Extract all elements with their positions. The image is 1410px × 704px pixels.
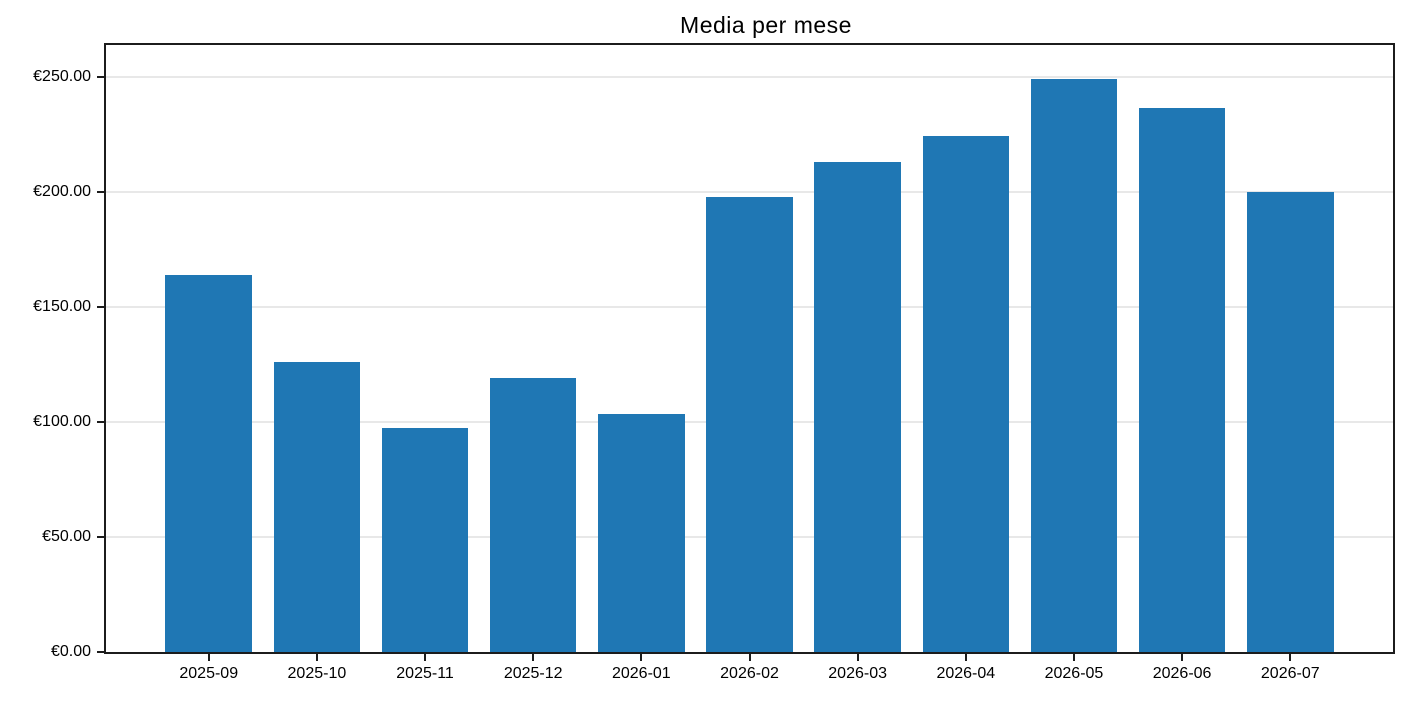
x-tick-label: 2026-02 (720, 665, 779, 682)
x-tick-label: 2025-12 (503, 665, 563, 682)
bar (1246, 191, 1334, 652)
x-tick-mark (424, 654, 427, 661)
x-tick-label: 2026-06 (1152, 665, 1212, 682)
x-tick-mark (856, 654, 859, 661)
y-tick-mark (97, 420, 104, 423)
y-tick-label: €50.00 (42, 527, 91, 545)
x-tick-mark (315, 654, 318, 661)
y-tick-label: €200.00 (33, 182, 91, 200)
x-tick-mark (640, 654, 643, 661)
bar (1138, 107, 1226, 652)
y-tick-mark (97, 305, 104, 308)
bar (165, 275, 252, 652)
y-tick-mark (97, 75, 104, 78)
bar (922, 136, 1010, 652)
x-tick-mark (1289, 654, 1292, 661)
y-tick-mark (97, 535, 104, 538)
x-tick-label: 2026-05 (1044, 665, 1104, 682)
x-tick-label: 2025-11 (396, 665, 454, 682)
y-tick-label: €250.00 (33, 67, 91, 85)
y-tick-label: €150.00 (33, 297, 91, 315)
x-tick-mark (964, 654, 967, 661)
plot-area (104, 43, 1395, 654)
y-tick-label: €100.00 (33, 412, 91, 430)
bar (381, 428, 469, 652)
bar (273, 361, 361, 652)
y-tick-mark (97, 651, 104, 653)
x-tick-label: 2026-01 (611, 665, 671, 682)
chart-title: Media per mese (680, 12, 852, 38)
gridline (106, 190, 1393, 193)
x-tick-label: 2025-09 (179, 665, 239, 682)
x-tick-label: 2025-10 (287, 665, 347, 682)
x-tick-mark (532, 654, 535, 661)
gridline (106, 75, 1393, 78)
x-tick-label: 2026-04 (936, 665, 996, 682)
x-tick-mark (1181, 654, 1184, 661)
x-tick-mark (207, 654, 210, 661)
bar (489, 378, 577, 652)
x-tick-mark (1072, 654, 1075, 661)
bar (814, 161, 901, 652)
bar (598, 414, 685, 652)
y-tick-mark (97, 190, 104, 193)
bar (1030, 78, 1118, 652)
y-tick-label: €0.00 (50, 643, 91, 660)
x-tick-label: 2026-07 (1260, 665, 1320, 682)
x-tick-mark (748, 654, 751, 661)
x-tick-label: 2026-03 (828, 665, 887, 682)
bar (706, 196, 793, 652)
